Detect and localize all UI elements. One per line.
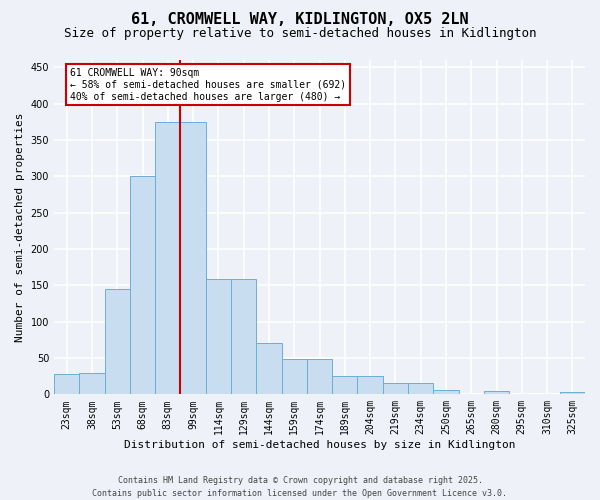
Bar [332,376,358,394]
Bar [206,280,231,394]
Text: Contains HM Land Registry data © Crown copyright and database right 2025.
Contai: Contains HM Land Registry data © Crown c… [92,476,508,498]
Bar [54,374,79,394]
Bar [104,289,130,395]
Text: Size of property relative to semi-detached houses in Kidlington: Size of property relative to semi-detach… [64,28,536,40]
Bar [181,122,206,394]
Bar [484,392,509,394]
Bar [155,122,181,394]
Bar [383,384,408,394]
Y-axis label: Number of semi-detached properties: Number of semi-detached properties [15,112,25,342]
Bar [231,280,256,394]
Bar [358,376,383,394]
X-axis label: Distribution of semi-detached houses by size in Kidlington: Distribution of semi-detached houses by … [124,440,515,450]
Bar [281,360,307,394]
Bar [433,390,458,394]
Bar [79,372,104,394]
Bar [256,344,281,394]
Bar [408,384,433,394]
Bar [307,360,332,394]
Text: 61 CROMWELL WAY: 90sqm
← 58% of semi-detached houses are smaller (692)
40% of se: 61 CROMWELL WAY: 90sqm ← 58% of semi-det… [70,68,346,102]
Bar [560,392,585,394]
Text: 61, CROMWELL WAY, KIDLINGTON, OX5 2LN: 61, CROMWELL WAY, KIDLINGTON, OX5 2LN [131,12,469,28]
Bar [130,176,155,394]
